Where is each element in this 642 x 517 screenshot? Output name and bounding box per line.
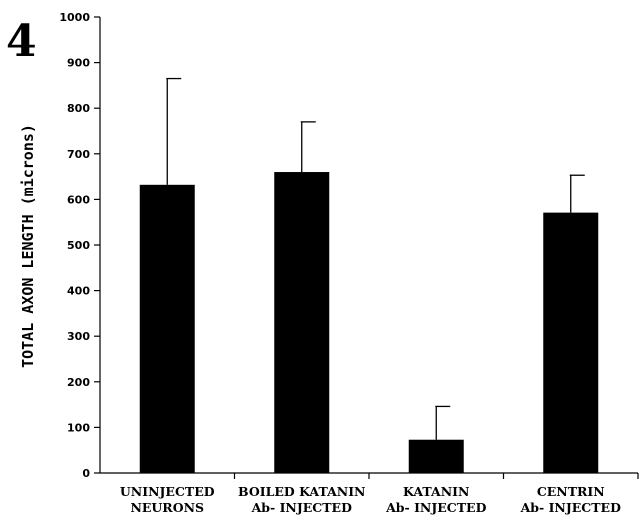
panel-label: 4 [6, 16, 37, 67]
x-category-label: UNINJECTED [120, 484, 215, 499]
x-category-label: CENTRIN [537, 484, 605, 499]
y-tick-label: 700 [67, 148, 90, 161]
y-tick-label: 200 [67, 376, 90, 389]
y-tick-label: 100 [67, 421, 90, 434]
bar [408, 439, 464, 473]
x-category-label: Ab- INJECTED [251, 500, 352, 515]
y-tick-label: 600 [67, 193, 90, 206]
y-axis-title: TOTAL AXON LENGTH (microns) [19, 124, 37, 368]
y-tick-label: 400 [67, 285, 90, 298]
x-category-label: Ab- INJECTED [385, 500, 486, 515]
y-tick-label: 900 [67, 57, 90, 70]
y-axis-label: TOTAL AXON LENGTH (microns) [19, 124, 37, 368]
y-tick-label: 300 [67, 330, 90, 343]
x-category-label: BOILED KATANIN [238, 484, 365, 499]
x-category-label: KATANIN [403, 484, 469, 499]
bar [139, 184, 195, 474]
bar [274, 172, 330, 474]
x-category-label: NEURONS [130, 500, 204, 515]
plot-area: 0 100 200 300 400 500 600 700 800 900 1000 UNINJECT… [59, 11, 639, 515]
y-tick-label: 0 [82, 467, 90, 480]
y-tick-label: 500 [67, 239, 90, 252]
y-tick-label: 1000 [59, 11, 90, 24]
bar [543, 212, 599, 473]
x-category-label: Ab- INJECTED [520, 500, 621, 515]
y-tick-label: 800 [67, 102, 90, 115]
